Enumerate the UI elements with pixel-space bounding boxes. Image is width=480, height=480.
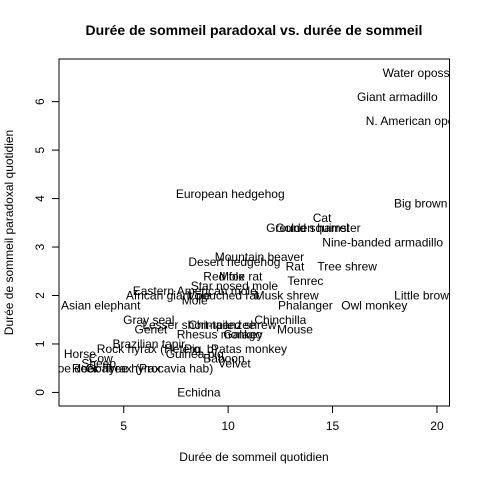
point-label: African giant pouched rat (126, 289, 260, 303)
point-label: Vole (187, 289, 211, 303)
y-axis-label: Durée de sommeil paradoxal quotidien (2, 130, 16, 335)
y-tick-label: 1 (33, 340, 47, 347)
point-label: Horse (64, 347, 96, 361)
point-label: Baboon (203, 352, 244, 366)
x-tick-label: 20 (430, 419, 444, 433)
point-label: Tenrec (287, 274, 323, 288)
point-label: Cow (89, 352, 113, 366)
point-label: Sheep (81, 357, 116, 371)
point-label: Big brown bat (394, 197, 468, 211)
y-tick-label: 0 (33, 389, 47, 396)
point-label: European hedgehog (176, 187, 285, 201)
x-axis-label: Durée de sommeil quotidien (179, 450, 328, 464)
point-label: Ground squirrel (266, 221, 349, 235)
point-label: Desert hedgehog (188, 255, 280, 269)
data-labels: Water opossum Giant armadillo N. American … (49, 66, 480, 400)
point-label: Genet (135, 323, 168, 337)
plot-frame (58, 58, 450, 407)
y-tick-label: 6 (33, 98, 47, 105)
point-label: Giant armadillo (357, 90, 438, 104)
point-label: Rock hyrax (Procavia hab) (72, 361, 213, 375)
y-tick-label: 2 (33, 292, 47, 299)
point-label: Red fox (203, 269, 244, 283)
point-label: Musk shrew (255, 289, 319, 303)
y-tick-label: 4 (33, 195, 47, 202)
point-label: Little brown bat (394, 289, 476, 303)
point-label: Mole (182, 294, 208, 308)
point-label: Rock hyrax (Hetero. b) (97, 342, 218, 356)
point-label: Velvet (218, 357, 251, 371)
point-label: Mole rat (219, 269, 263, 283)
point-label: Guinea pig (166, 347, 224, 361)
x-tick-label: 5 (120, 419, 127, 433)
point-label: Lesser short-tailed shrew (142, 318, 276, 332)
chart-title: Durée de sommeil paradoxal vs. durée de … (86, 22, 423, 38)
point-label: Tree hyrax (104, 361, 161, 375)
y-tick-label: 5 (33, 146, 47, 153)
point-label: Brazilian tapir (112, 337, 185, 351)
point-label: Eastern American mole (133, 284, 257, 298)
y-tick-label: 3 (33, 243, 47, 250)
point-label: Rat (286, 260, 305, 274)
point-label: Golden hamster (275, 221, 360, 235)
x-tick-label: 10 (221, 419, 235, 433)
point-label: Gray seal (123, 313, 174, 327)
point-label: Pig (184, 342, 201, 356)
point-label: Phalanger (278, 298, 333, 312)
point-label: Mouse (277, 323, 313, 337)
point-label: Patas monkey (211, 342, 287, 356)
point-label: Owl monkey (341, 298, 407, 312)
point-label: Tree shrew (317, 260, 377, 274)
y-axis: 0 1 2 3 4 5 6 (33, 98, 59, 396)
point-label: Goat (86, 361, 113, 375)
point-label: Rhesus monkey (177, 327, 263, 341)
point-label: Mountain beaver (215, 250, 304, 264)
x-axis: 5 10 15 20 (120, 406, 444, 433)
x-tick-label: 15 (326, 419, 340, 433)
point-label: N. American opossum (366, 114, 480, 128)
point-label: Echidna (177, 386, 221, 400)
point-label: Cat (313, 211, 332, 225)
point-label: Water opossum (383, 66, 467, 80)
point-label: Roe deer (49, 361, 98, 375)
point-label: Nine-banded armadillo (322, 235, 443, 249)
point-label: Asian elephant (61, 298, 141, 312)
point-label: Star nosed mole (191, 279, 279, 293)
point-label: Galago (223, 327, 262, 341)
point-label: Chimpanzee (188, 318, 256, 332)
point-label: Chinchilla (254, 313, 306, 327)
